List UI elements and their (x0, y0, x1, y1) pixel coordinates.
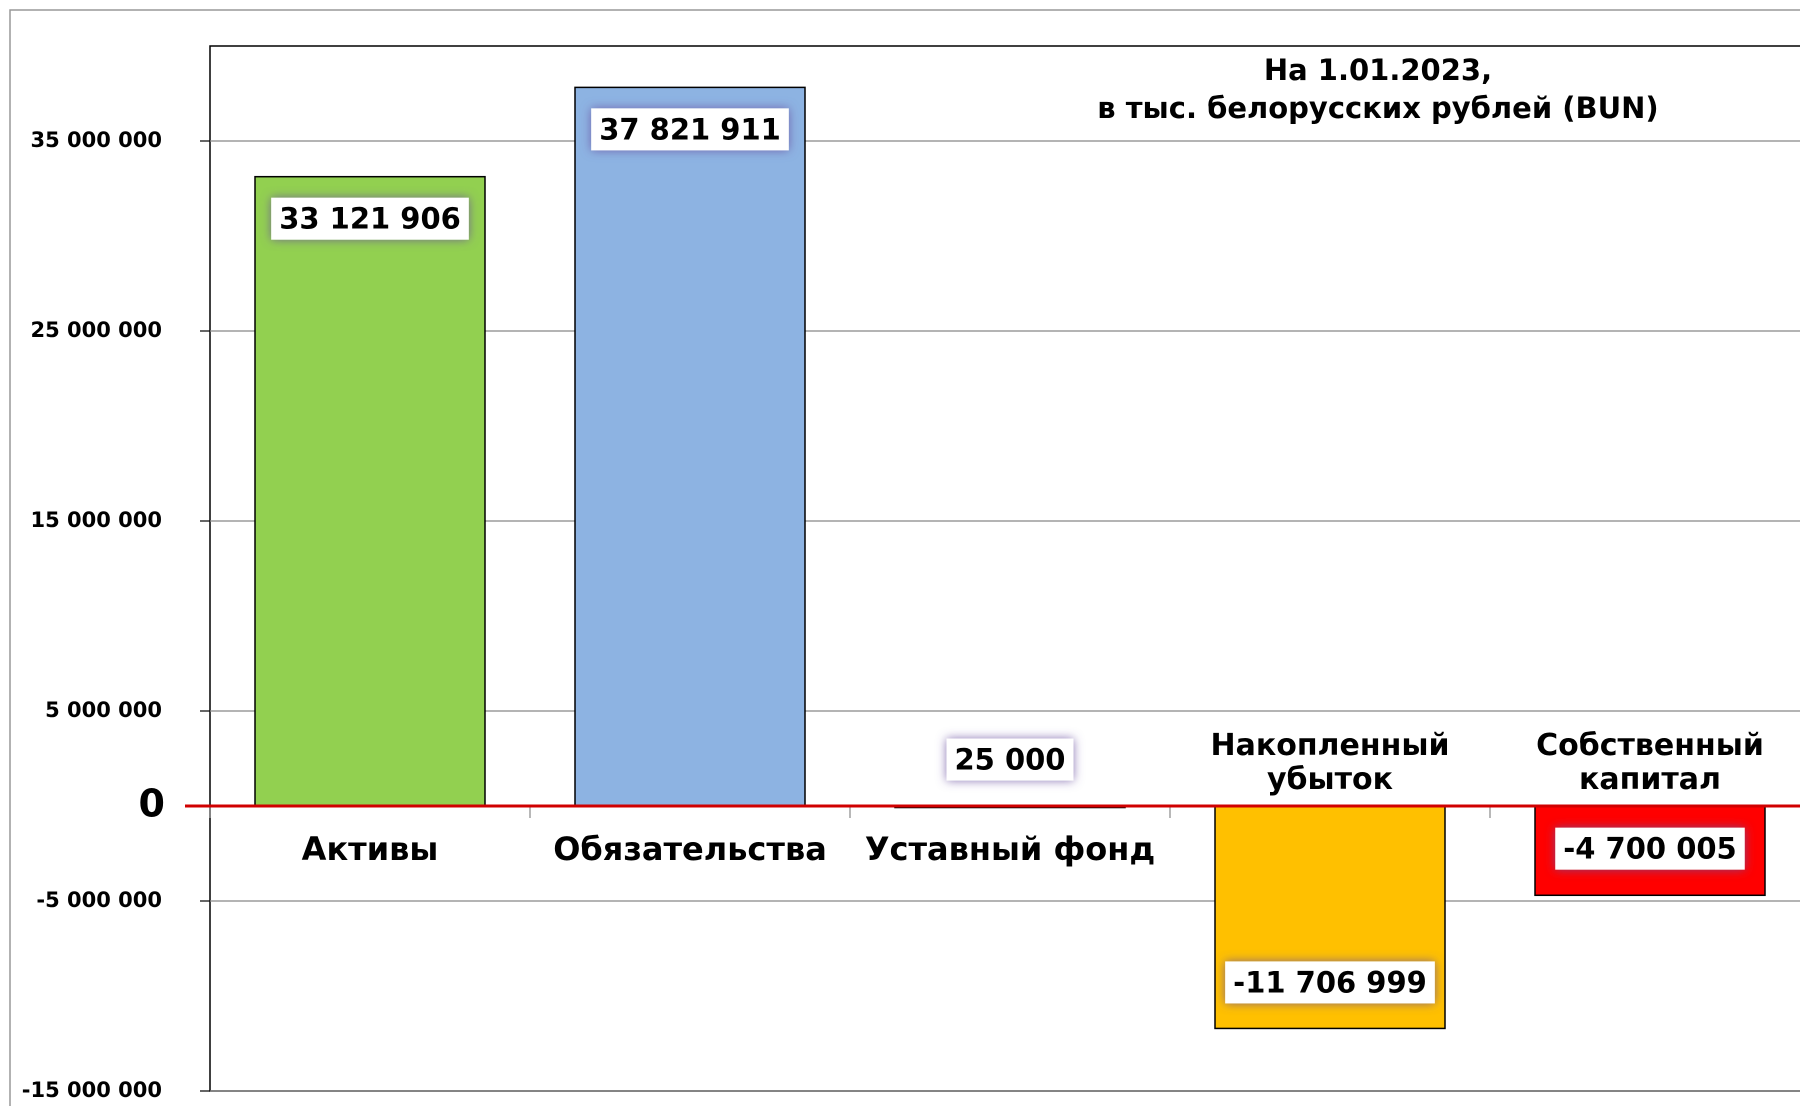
chart-title-line: в тыс. белорусских рублей (BUN) (1097, 91, 1658, 125)
x-tick-label: Уставный фонд (865, 830, 1155, 868)
value-label-box (1555, 827, 1745, 870)
value-label: 37 821 911 (599, 112, 781, 146)
y-tick-label: 15 000 000 (30, 508, 162, 532)
value-label-box (271, 197, 469, 240)
bar (574, 86, 806, 807)
x-tick-label: Накопленный убыток (1211, 728, 1450, 797)
y-tick-label: 0 (139, 782, 165, 826)
y-tick-label: 25 000 000 (30, 318, 162, 342)
value-label-box (591, 108, 789, 151)
x-tick-label-line: убыток (1267, 762, 1393, 797)
bar (254, 175, 486, 807)
value-label: 25 000 (955, 743, 1066, 777)
x-tick-label: Обязательства (553, 830, 827, 868)
x-tick-label: Активы (302, 830, 439, 868)
x-tick-label-line: Накопленный (1211, 728, 1450, 763)
chart-title: На 1.01.2023, в тыс. белорусских рублей (… (1097, 53, 1658, 125)
y-tick-label: -15 000 000 (22, 1078, 162, 1102)
chart-title-line: На 1.01.2023, (1264, 53, 1492, 87)
value-label-box (1225, 961, 1435, 1004)
y-tick-label: 5 000 000 (45, 698, 162, 722)
x-tick-label: Собственный капитал (1536, 728, 1764, 797)
value-label: 33 121 906 (279, 202, 461, 236)
y-tick-label: 35 000 000 (30, 128, 162, 152)
value-label: -11 706 999 (1233, 965, 1427, 999)
outer-frame (9, 9, 1800, 1106)
value-label: -4 700 005 (1563, 832, 1736, 866)
x-tick-label-line: Собственный (1536, 728, 1764, 763)
x-tick-label-line: капитал (1579, 762, 1721, 797)
y-tick-label: -5 000 000 (36, 888, 162, 912)
value-label-box (946, 738, 1074, 781)
